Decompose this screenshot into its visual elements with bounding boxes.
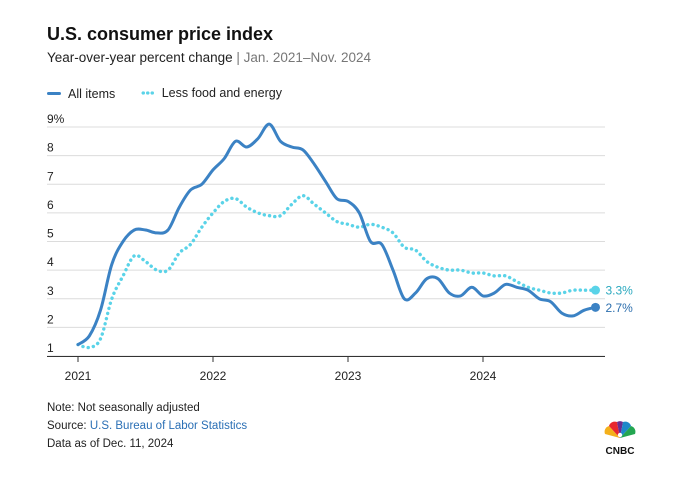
x-tick-label: 2021 [65,369,92,383]
series-lines [76,122,598,350]
series-end-label: 2.7% [606,301,634,315]
subtitle-date-range: Jan. 2021–Nov. 2024 [243,50,371,65]
y-axis-ticks: 1 2 3 4 5 6 7 8 9% [47,112,65,355]
x-axis-ticks: 2021 2022 2023 2024 [47,356,605,383]
series-line-core [76,194,598,350]
cnbc-logo: CNBC [596,420,644,457]
legend-label-all-items: All items [68,86,116,101]
legend-label-core: Less food and energy [161,86,282,100]
x-tick-label: 2024 [470,369,497,383]
peacock-icon: CNBC [604,421,636,457]
series-end-label: 3.3% [606,284,634,298]
y-tick-label: 2 [47,312,54,326]
chart-title: U.S. consumer price index [47,24,274,44]
source-prefix: Source: [47,420,90,432]
legend-swatch-dotted [140,91,155,95]
y-tick-label: 1 [47,341,54,355]
chart-subtitle: Year-over-year percent change | Jan. 202… [47,50,371,65]
legend-swatch-solid [47,92,61,95]
y-tick-label: 3 [47,284,54,298]
y-tick-label: 5 [47,227,54,241]
source-line: Source: U.S. Bureau of Labor Statistics [47,420,247,432]
data-as-of: Data as of Dec. 11, 2024 [47,438,174,450]
y-tick-label: 9% [47,112,65,126]
legend-item-core: Less food and energy [140,86,282,100]
y-tick-label: 8 [47,141,54,155]
chart-legend: All items Less food and energy [47,84,304,101]
footnote: Note: Not seasonally adjusted [47,402,200,414]
source-link[interactable]: U.S. Bureau of Labor Statistics [89,420,248,432]
end-labels: 3.3% 2.7% [591,284,633,315]
series-end-dot [591,285,600,295]
subtitle-separator: | [232,50,244,65]
series-end-dot [591,302,600,312]
y-tick-label: 4 [47,255,54,269]
y-tick-label: 7 [47,169,54,183]
logo-text: CNBC [606,446,635,456]
x-tick-label: 2022 [200,369,227,383]
subtitle-main: Year-over-year percent change [47,50,233,65]
x-tick-label: 2023 [335,369,362,383]
y-tick-label: 6 [47,198,54,212]
gridlines [47,126,605,357]
legend-item-all-items: All items [47,87,115,101]
series-line-all-items [76,122,597,347]
